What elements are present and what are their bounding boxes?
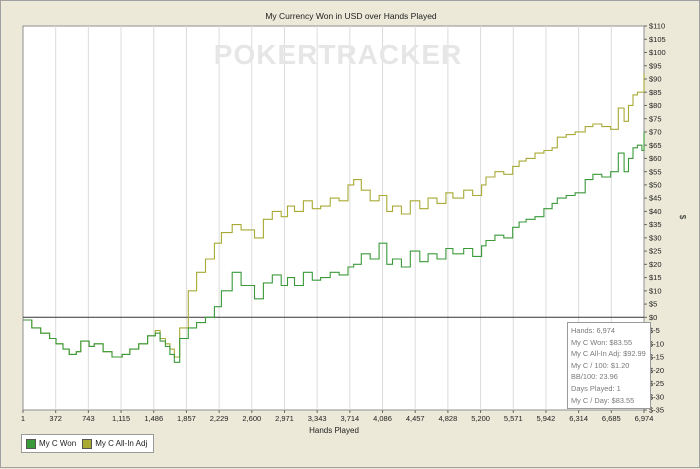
y-tick-label: $55 — [649, 167, 662, 176]
y-tick-label: $5 — [649, 300, 657, 309]
stats-bb-100: BB/100: 23.96 — [571, 372, 618, 382]
y-tick-label: $-20 — [649, 366, 664, 375]
x-tick-label: 1 — [21, 414, 25, 423]
x-tick-label: 2,971 — [275, 414, 294, 423]
y-tick-label: $-5 — [649, 326, 660, 335]
y-tick-label: $70 — [649, 128, 662, 137]
y-tick-label: $110 — [649, 22, 665, 31]
x-tick-label: 5,942 — [537, 414, 556, 423]
stats-days: Days Played: 1 — [571, 383, 621, 393]
y-tick-label: $60 — [649, 154, 662, 163]
legend-item-won: My C Won — [26, 438, 77, 449]
y-tick-label: $50 — [649, 180, 662, 189]
x-tick-label: 4,086 — [373, 414, 392, 423]
y-tick-label: $20 — [649, 260, 662, 269]
stats-won: My C Won: $83.55 — [571, 337, 633, 347]
grid-layer — [55, 26, 612, 410]
legend-item-allin-adj: My C All-In Adj — [82, 438, 148, 449]
stats-hands: Hands: 6,974 — [571, 326, 615, 335]
y-tick-label: $65 — [649, 141, 662, 150]
y-tick-label: $-15 — [649, 353, 664, 362]
x-tick-label: 743 — [82, 414, 95, 423]
y-tick-label: $-35 — [649, 406, 664, 415]
x-tick-label: 6,685 — [602, 414, 621, 423]
legend: My C Won My C All-In Adj — [21, 434, 155, 453]
y-tick-label: $80 — [649, 101, 662, 110]
x-tick-label: 5,571 — [504, 414, 523, 423]
stats-per-100: My C / 100: $1.20 — [571, 360, 630, 370]
series-line-0 — [23, 131, 645, 363]
legend-swatch-won — [26, 438, 36, 449]
y-tick-label: $100 — [649, 48, 666, 57]
x-tick-label: 5,200 — [471, 414, 490, 423]
stats-allin-adj: My C All-In Adj: $92.99 — [571, 349, 646, 359]
series-layer — [23, 73, 645, 363]
y-tick-label: $0 — [649, 313, 657, 322]
plot-area — [22, 25, 645, 411]
y-tick-labels: $110 $105 $100 $95 $90 $85 $80 $75 $70 $65 $60 $55 $… — [644, 22, 666, 415]
stats-box: Hands: 6,974 My C Won: $83.55 My C All-I… — [567, 322, 651, 410]
y-tick-label: $75 — [649, 114, 662, 123]
y-tick-label: $15 — [649, 273, 662, 282]
x-tick-label: 6,314 — [569, 414, 588, 423]
legend-label-allin-adj: My C All-In Adj — [95, 439, 148, 448]
x-tick-label: 2,229 — [210, 414, 229, 423]
y-tick-label: $90 — [649, 75, 662, 84]
x-tick-label: 3,714 — [340, 414, 359, 423]
x-tick-label: 3,343 — [308, 414, 327, 423]
y-tick-label: $-30 — [649, 392, 664, 401]
x-tick-label: 4,828 — [439, 414, 458, 423]
watermark: POKERTRACKER — [214, 39, 462, 70]
x-tick-labels: 1 372 743 1,115 1,486 1,857 2,229 2,600 2,971 3,3… — [21, 410, 653, 423]
x-tick-label: 6,974 — [635, 414, 654, 423]
y-tick-label: $85 — [649, 88, 662, 97]
x-tick-label: 1,115 — [112, 414, 130, 423]
y-tick-label: $95 — [649, 61, 662, 70]
x-tick-label: 4,457 — [406, 414, 425, 423]
y-tick-label: $-25 — [649, 379, 664, 388]
x-tick-label: 372 — [49, 414, 62, 423]
y-tick-label: $-10 — [649, 339, 664, 348]
y-tick-label: $25 — [649, 247, 662, 256]
y-tick-label: $30 — [649, 233, 662, 242]
legend-swatch-allin-adj — [82, 438, 93, 449]
chart-title: My Currency Won in USD over Hands Played — [265, 11, 437, 21]
y-axis-label: $ — [678, 215, 687, 220]
y-tick-label: $40 — [649, 207, 662, 216]
y-tick-label: $105 — [649, 35, 666, 44]
x-tick-label: 1,857 — [177, 414, 196, 423]
x-tick-label: 2,600 — [242, 414, 261, 423]
y-tick-label: $35 — [649, 220, 662, 229]
x-axis-label: Hands Played — [309, 426, 359, 435]
y-tick-label: $45 — [649, 194, 662, 203]
stats-per-day: My C / Day: $83.55 — [571, 395, 635, 405]
legend-label-won: My C Won — [39, 439, 77, 448]
x-tick-label: 1,486 — [144, 414, 163, 423]
y-tick-label: $10 — [649, 286, 662, 295]
